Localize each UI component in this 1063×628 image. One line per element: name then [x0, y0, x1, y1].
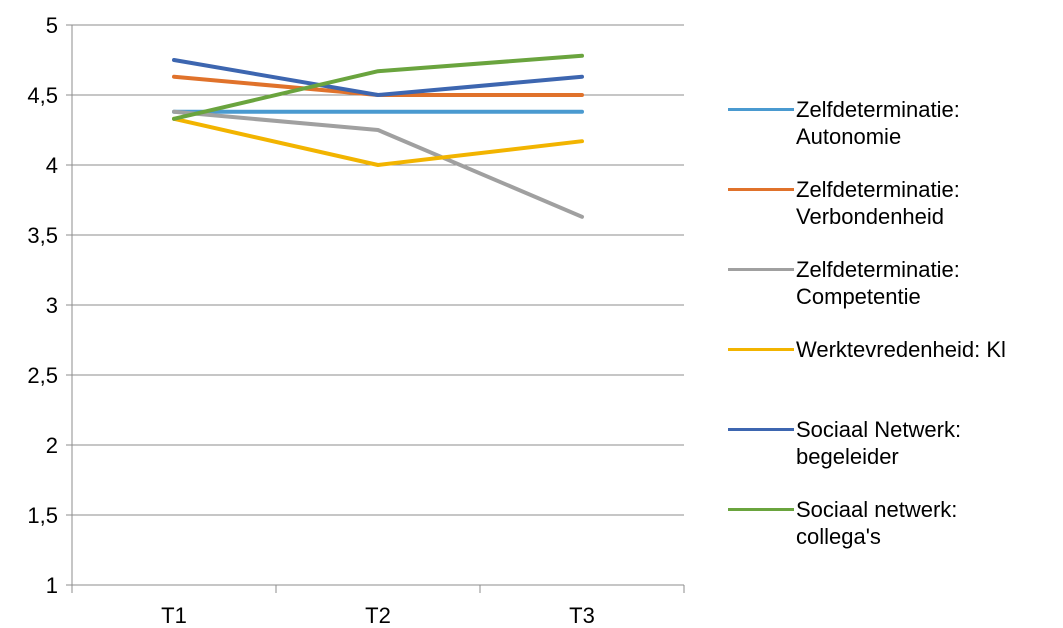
series-line-3: [172, 109, 584, 219]
legend-label: Werktevredenheid: Kl: [796, 337, 1006, 362]
legend-item: Werktevredenheid: Kl: [728, 336, 1006, 363]
y-tick-label: 3: [46, 293, 58, 318]
legend-item: Zelfdeterminatie: Competentie: [728, 256, 960, 310]
legend-label: Zelfdeterminatie: Competentie: [796, 257, 960, 309]
series-line-5: [172, 58, 584, 97]
legend-label: Zelfdeterminatie: Verbondenheid: [796, 177, 960, 229]
gridlines: [72, 24, 684, 516]
series-line-4: [172, 116, 584, 167]
legend-item: Sociaal netwerk: collega's: [728, 496, 957, 550]
legend-swatch: [728, 188, 794, 191]
axes: [66, 24, 685, 593]
y-tick-label: 4: [46, 153, 58, 178]
legend-label: Sociaal netwerk: collega's: [796, 497, 958, 549]
legend-swatch: [728, 348, 794, 351]
y-tick-label: 4,5: [27, 83, 58, 108]
series-line-2: [172, 74, 584, 97]
x-axis-tick-labels: T1 T2 T3: [161, 603, 595, 628]
y-axis-tick-labels: 1 1,5 2 2,5 3 3,5 4 4,5 5: [27, 13, 58, 598]
legend-label: Zelfdeterminatie: Autonomie: [796, 97, 960, 149]
legend-item: Sociaal Netwerk: begeleider: [728, 416, 961, 470]
legend-label: Sociaal Netwerk: begeleider: [796, 417, 962, 469]
y-tick-label: 2: [46, 433, 58, 458]
y-tick-label: 1: [46, 573, 58, 598]
legend-swatch: [728, 268, 794, 271]
y-tick-label: 3,5: [27, 223, 58, 248]
x-tick-label: T3: [569, 603, 595, 628]
y-tick-label: 5: [46, 13, 58, 38]
y-tick-label: 2,5: [27, 363, 58, 388]
x-tick-label: T2: [365, 603, 391, 628]
legend-swatch: [728, 428, 794, 431]
legend-item: Zelfdeterminatie: Autonomie: [728, 96, 960, 150]
legend-item: Zelfdeterminatie: Verbondenheid: [728, 176, 960, 230]
series-line-6: [172, 53, 584, 121]
series-lines: [172, 53, 584, 219]
y-tick-label: 1,5: [27, 503, 58, 528]
x-tick-label: T1: [161, 603, 187, 628]
legend-swatch: [728, 508, 794, 511]
legend-swatch: [728, 108, 794, 111]
